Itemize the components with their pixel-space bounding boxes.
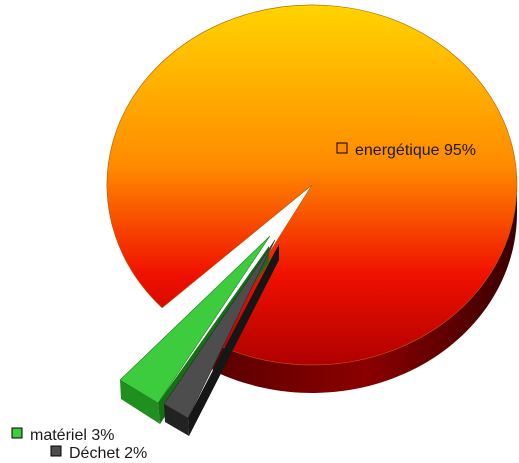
slice-materiel-side: [120, 380, 160, 424]
legend-label-materiel: matériel 3%: [30, 427, 114, 444]
slice-materiel: [119, 235, 271, 404]
slice-dechet-group: [163, 239, 279, 436]
legend-energetique: energétique 95%: [336, 142, 476, 159]
slice-energetique: [106, 4, 518, 366]
legend-swatch-dechet: [50, 445, 62, 457]
slice-energetique-side: [212, 185, 517, 393]
legend-materiel: matériel 3%: [11, 427, 114, 444]
slice-dechet-side: [164, 404, 189, 436]
slice-dechet-side-right: [188, 244, 279, 436]
legend-dechet: Déchet 2%: [50, 445, 147, 462]
legend-label-energetique: energétique 95%: [355, 142, 476, 159]
legend-swatch-materiel: [11, 427, 23, 439]
legend-swatch-energetique: [336, 142, 348, 154]
slice-dechet: [163, 239, 276, 419]
legend-label-dechet: Déchet 2%: [69, 445, 147, 462]
